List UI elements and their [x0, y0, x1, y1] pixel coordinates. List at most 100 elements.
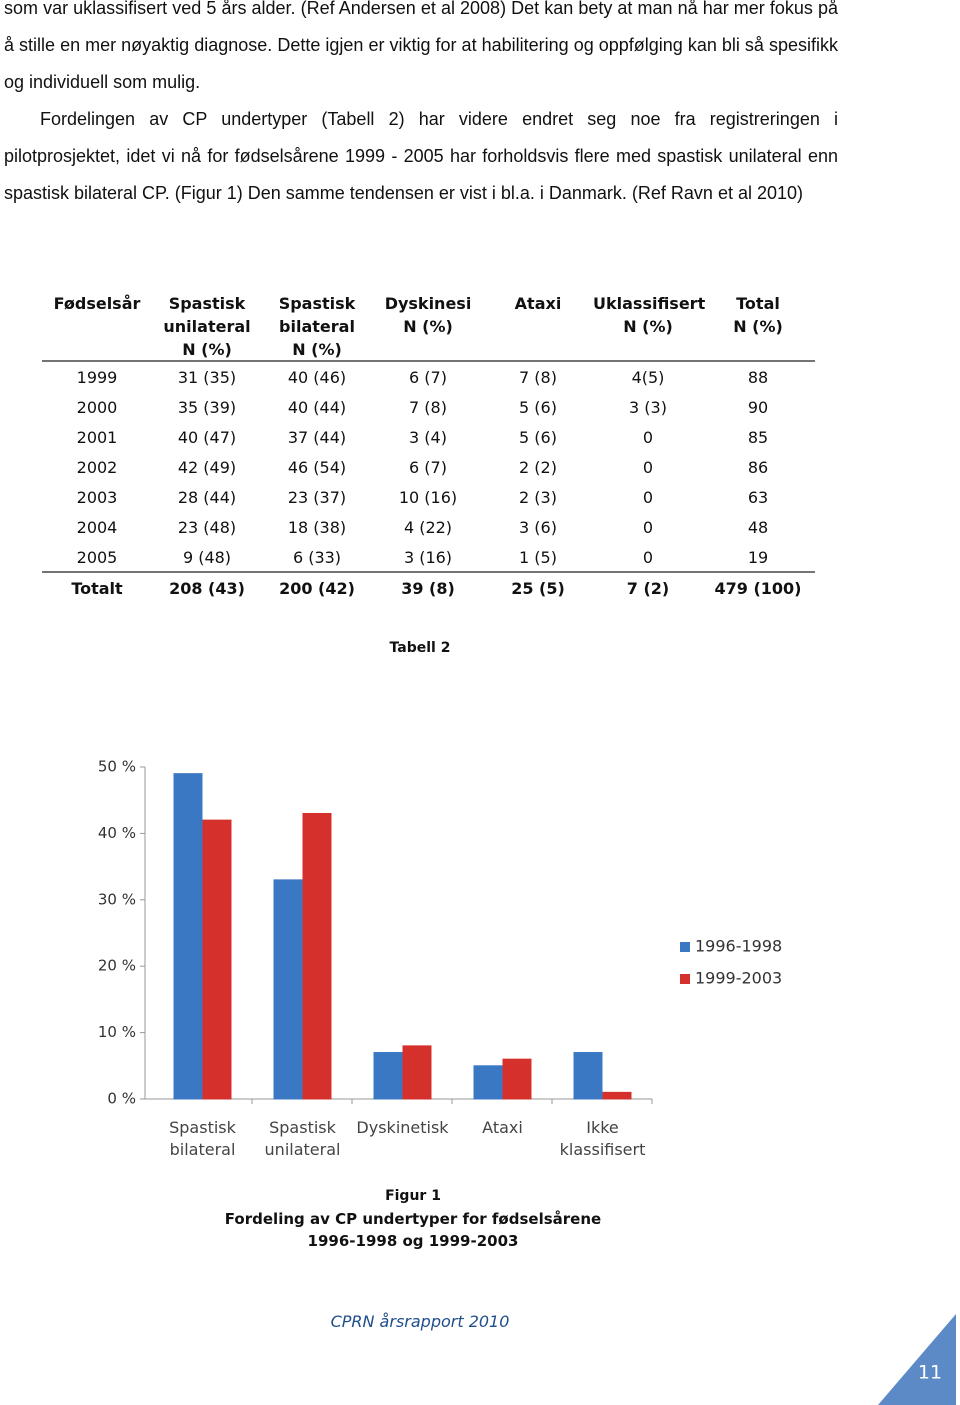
table-cell: 48 — [747, 518, 769, 537]
table-caption: Tabell 2 — [389, 640, 451, 656]
table-cell: 0 — [642, 458, 654, 477]
legend-swatch — [680, 974, 690, 984]
table-cell: 5 (6) — [519, 428, 557, 447]
table-cell: 3 (3) — [629, 398, 667, 417]
table-cell: 5 (6) — [519, 398, 557, 417]
table-cell: 85 — [747, 428, 769, 447]
figure-title: 1996-1998 og 1999-2003 — [307, 1232, 519, 1250]
table-cell: 7 (8) — [519, 368, 557, 387]
table-cell: 31 (35) — [177, 368, 237, 387]
table-cell: 40 (44) — [287, 398, 347, 417]
body-text: som var uklassifisert ved 5 års alder. (… — [4, 0, 838, 212]
table-header: unilateral — [163, 317, 251, 336]
x-tick-label: Dyskinetisk — [356, 1118, 449, 1137]
table-header: N (%) — [292, 340, 342, 359]
table-cell: 40 (47) — [177, 428, 237, 447]
table-cell: 2004 — [76, 518, 118, 537]
y-tick-label: 20 % — [98, 957, 136, 975]
y-tick-label: 40 % — [98, 824, 136, 842]
page-number: 11 — [918, 1362, 942, 1384]
table-cell: 1999 — [76, 368, 118, 387]
table-header: Spastisk — [168, 294, 246, 313]
table-cell: 9 (48) — [182, 548, 232, 567]
table-cell: 88 — [747, 368, 769, 387]
x-tick-label: Ikke klassifisert — [559, 1118, 646, 1159]
legend-label: 1996-1998 — [695, 937, 782, 956]
table-cell: 46 (54) — [287, 458, 347, 477]
y-tick-label: 10 % — [98, 1023, 136, 1041]
table-total: 7 (2) — [626, 579, 670, 598]
bar — [473, 1065, 503, 1100]
table-cell: 2003 — [76, 488, 118, 507]
table-cell: 3 (16) — [403, 548, 453, 567]
table-cell: 4(5) — [631, 368, 665, 387]
table-total: 200 (42) — [279, 579, 355, 598]
table-cell: 37 (44) — [287, 428, 347, 447]
table-header: N (%) — [403, 317, 453, 336]
table-cell: 2000 — [76, 398, 118, 417]
table-cell: 10 (16) — [398, 488, 458, 507]
table-header: Total — [736, 294, 780, 313]
page-corner — [878, 1314, 956, 1405]
table-cell: 6 (33) — [292, 548, 342, 567]
legend-label: 1999-2003 — [695, 969, 782, 988]
bar — [402, 1045, 432, 1100]
bar — [602, 1091, 632, 1100]
table-cell: 0 — [642, 518, 654, 537]
figure-title: Fordeling av CP undertyper for fødselsår… — [224, 1210, 602, 1228]
table-cell: 2002 — [76, 458, 118, 477]
table-header: N (%) — [733, 317, 783, 336]
table-cell: 3 (6) — [519, 518, 557, 537]
x-tick-label: Spastisk unilateral — [264, 1118, 341, 1159]
table-cell: 23 (48) — [177, 518, 237, 537]
x-tick-label: Ataxi — [482, 1118, 523, 1137]
table-cell: 0 — [642, 488, 654, 507]
table-cell: 90 — [747, 398, 769, 417]
bar — [202, 819, 232, 1100]
x-tick-label: Spastisk bilateral — [169, 1118, 236, 1159]
paragraph: Fordelingen av CP undertyper (Tabell 2) … — [4, 109, 838, 203]
table-total: 208 (43) — [169, 579, 245, 598]
table-cell: 2 (3) — [519, 488, 557, 507]
bar — [173, 773, 203, 1100]
bar — [573, 1052, 603, 1100]
table-cell: 6 (7) — [409, 368, 447, 387]
table-total: Totalt — [71, 579, 123, 598]
paragraph: som var uklassifisert ved 5 års alder. (… — [4, 0, 838, 92]
y-tick-label: 30 % — [98, 890, 136, 908]
table-cell: 6 (7) — [409, 458, 447, 477]
table-cell: 19 — [747, 548, 769, 567]
table-cell: 1 (5) — [519, 548, 557, 567]
table-total: 25 (5) — [511, 579, 565, 598]
table-header: Fødselsår — [53, 294, 141, 313]
table-cell: 0 — [642, 428, 654, 447]
table-cell: 42 (49) — [177, 458, 237, 477]
table-total: 479 (100) — [714, 579, 802, 598]
table-cell: 18 (38) — [287, 518, 347, 537]
table-cell: 2001 — [76, 428, 118, 447]
table-header: N (%) — [182, 340, 232, 359]
table-header: Dyskinesi — [384, 294, 472, 313]
table-cell: 2005 — [76, 548, 118, 567]
footer: CPRN årsrapport 2010 — [330, 1312, 510, 1331]
table-cell: 0 — [642, 548, 654, 567]
table-header: Ataxi — [514, 294, 562, 313]
table-cell: 28 (44) — [177, 488, 237, 507]
table-cell: 35 (39) — [177, 398, 237, 417]
bar — [502, 1058, 532, 1100]
y-tick-label: 0 % — [107, 1090, 136, 1108]
bar — [302, 812, 332, 1100]
table-cell: 3 (4) — [409, 428, 447, 447]
figure-label: Figur 1 — [385, 1188, 441, 1204]
table-cell: 23 (37) — [287, 488, 347, 507]
bar — [273, 879, 303, 1100]
table-cell: 2 (2) — [519, 458, 557, 477]
table-header: bilateral — [279, 317, 355, 336]
bar — [373, 1052, 403, 1100]
table-cell: 63 — [747, 488, 769, 507]
table-cell: 7 (8) — [409, 398, 447, 417]
table-header: Uklassifisert — [593, 294, 706, 313]
table-cell: 4 (22) — [403, 518, 453, 537]
